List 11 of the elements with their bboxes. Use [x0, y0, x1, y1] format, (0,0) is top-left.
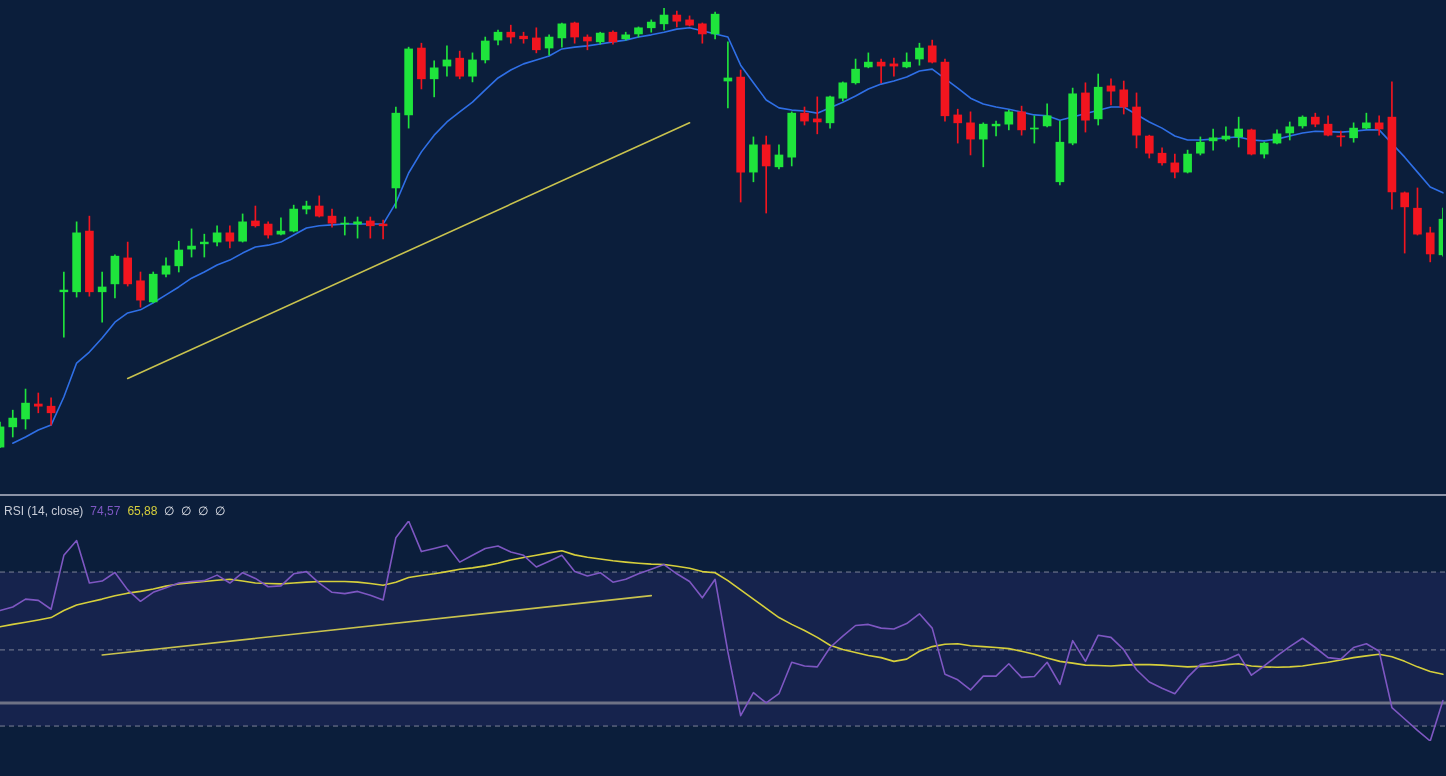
candlestick: [1208, 128, 1218, 151]
text: ∅: [164, 504, 175, 518]
text: 65,88: [127, 504, 158, 518]
text: 74,57: [90, 504, 121, 518]
candlestick: [953, 108, 963, 144]
candlestick: [33, 392, 43, 414]
chart-title: RSI (14, close): [4, 504, 84, 518]
text: ∅: [198, 504, 209, 518]
text: ∅: [215, 504, 226, 518]
candlestick: [506, 24, 516, 44]
text: ∅: [181, 504, 192, 518]
